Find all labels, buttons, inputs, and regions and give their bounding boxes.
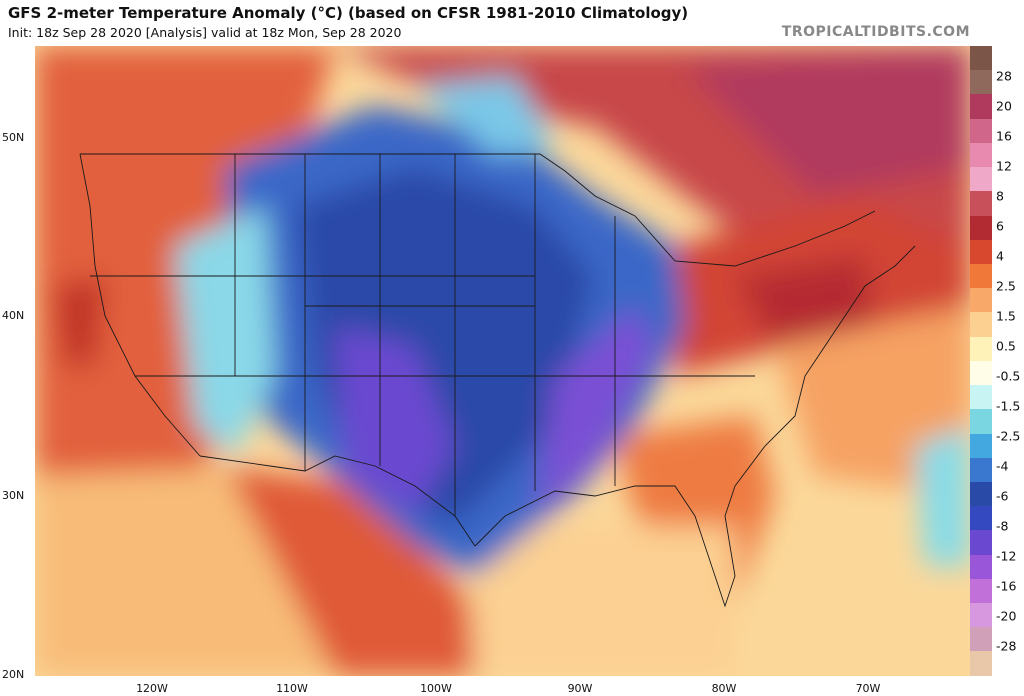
colorbar-swatch <box>970 70 992 95</box>
colorbar-label: -6 <box>996 488 1009 504</box>
anomaly-map <box>35 46 970 676</box>
colorbar-label: 28 <box>996 68 1012 84</box>
colorbar-swatch <box>970 651 992 676</box>
colorbar-label: -4 <box>996 458 1009 474</box>
colorbar-swatch <box>970 506 992 531</box>
colorbar-swatch <box>970 603 992 628</box>
colorbar-label: 6 <box>996 218 1004 234</box>
colorbar-swatch <box>970 46 992 71</box>
colorbar-label: -12 <box>996 548 1017 564</box>
colorbar-label: 1.5 <box>996 308 1016 324</box>
colorbar-label: -8 <box>996 518 1009 534</box>
anomaly-shading <box>35 46 970 676</box>
lat-label-50n: 50N <box>2 131 25 144</box>
colorbar-swatch <box>970 167 992 192</box>
colorbar-swatch <box>970 554 992 579</box>
map-canvas <box>35 46 970 676</box>
colorbar-swatch <box>970 312 992 337</box>
colorbar-swatch <box>970 385 992 410</box>
lat-label-30n: 30N <box>2 489 25 502</box>
colorbar <box>970 46 992 676</box>
colorbar-swatch <box>970 433 992 458</box>
colorbar-label: -28 <box>996 638 1017 654</box>
lat-label-40n: 40N <box>2 309 25 322</box>
colorbar-label: -20 <box>996 608 1017 624</box>
lon-label-110w: 110W <box>276 682 308 695</box>
colorbar-swatch <box>970 118 992 143</box>
lon-label-80w: 80W <box>711 682 737 695</box>
colorbar-swatch <box>970 142 992 168</box>
colorbar-swatch <box>970 336 992 361</box>
colorbar-label: 4 <box>996 248 1004 264</box>
colorbar-label: -2.5 <box>996 428 1021 444</box>
colorbar-swatch <box>970 627 992 652</box>
lon-label-90w: 90W <box>567 682 593 695</box>
colorbar-swatch <box>970 94 992 119</box>
lon-label-70w: 70W <box>855 682 881 695</box>
colorbar-swatch <box>970 263 992 289</box>
site-credit[interactable]: TROPICALTIDBITS.COM <box>781 24 970 40</box>
lon-label-100w: 100W <box>420 682 452 695</box>
colorbar-label: 12 <box>996 158 1012 174</box>
colorbar-swatch <box>970 191 992 216</box>
colorbar-swatch <box>970 578 992 604</box>
colorbar-swatch <box>970 239 992 264</box>
colorbar-swatch <box>970 530 992 555</box>
colorbar-label: -16 <box>996 578 1017 594</box>
colorbar-swatch <box>970 409 992 434</box>
colorbar-label: 0.5 <box>996 338 1016 354</box>
colorbar-swatch <box>970 288 992 313</box>
colorbar-swatch <box>970 360 992 386</box>
map-title: GFS 2-meter Temperature Anomaly (°C) (ba… <box>8 4 689 22</box>
colorbar-label: 2.5 <box>996 278 1016 294</box>
colorbar-swatch <box>970 481 992 507</box>
lat-label-20n: 20N <box>2 668 25 681</box>
colorbar-label: -1.5 <box>996 398 1021 414</box>
colorbar-label: 8 <box>996 188 1004 204</box>
colorbar-label: 16 <box>996 128 1012 144</box>
map-subtitle: Init: 18z Sep 28 2020 [Analysis] valid a… <box>8 25 402 40</box>
colorbar-swatch <box>970 215 992 240</box>
colorbar-label: -0.5 <box>996 368 1021 384</box>
boundary-lines <box>79 153 916 608</box>
colorbar-label: 20 <box>996 98 1012 114</box>
lon-label-120w: 120W <box>136 682 168 695</box>
colorbar-swatch <box>970 457 992 482</box>
